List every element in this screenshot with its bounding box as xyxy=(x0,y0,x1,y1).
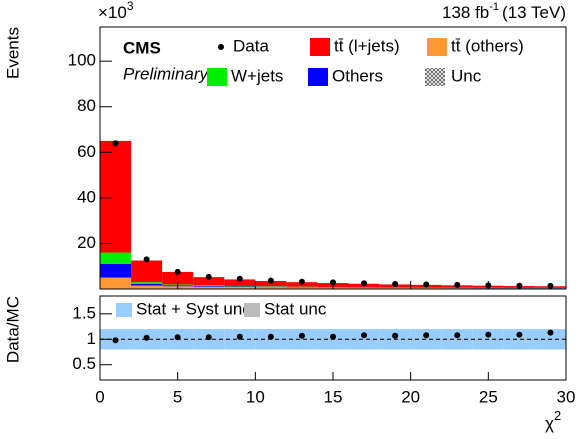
ratio-point xyxy=(454,332,461,339)
legend-swatch xyxy=(207,68,227,86)
legend-label: Others xyxy=(332,66,383,85)
data-point xyxy=(547,282,554,289)
bar-segment xyxy=(131,260,163,283)
bar-segment xyxy=(379,287,411,289)
legend-label: Stat unc xyxy=(264,299,327,318)
bar-segment xyxy=(100,140,132,253)
x-tick-label: 5 xyxy=(173,387,182,406)
bar-segment xyxy=(100,252,132,264)
data-point xyxy=(205,273,212,280)
uncertainty-band xyxy=(410,338,442,340)
x-label: χ2 xyxy=(545,408,561,433)
ratio-point xyxy=(423,332,430,339)
ratio-point xyxy=(361,332,368,339)
y-tick-label: 20 xyxy=(77,233,96,252)
x-tick-label: 30 xyxy=(557,387,576,406)
ratio-y-label: Data/MC xyxy=(3,296,22,363)
legend-label: W+jets xyxy=(231,66,283,85)
legend-swatch xyxy=(427,38,447,56)
x-tick-label: 0 xyxy=(95,387,104,406)
data-point xyxy=(267,277,274,284)
y-tick-label: 1.5 xyxy=(72,303,96,322)
data-point xyxy=(143,256,150,263)
ratio-point xyxy=(298,332,305,339)
y-tick-label: 60 xyxy=(77,142,96,161)
ratio-point xyxy=(236,333,243,340)
ratio-point xyxy=(174,334,181,341)
data-point xyxy=(298,278,305,285)
bar-segment xyxy=(224,286,256,289)
x-tick-label: 25 xyxy=(479,387,498,406)
bar-segment xyxy=(255,281,287,287)
y-multiplier: ×103 xyxy=(98,0,134,22)
legend-label: tt̄ (others) xyxy=(451,36,524,55)
data-point xyxy=(454,281,461,288)
legend-swatch xyxy=(244,303,260,317)
bar-segment xyxy=(131,282,163,284)
ratio-point xyxy=(392,332,399,339)
bar-segment xyxy=(131,283,163,286)
bar-segment xyxy=(162,271,194,285)
legend-swatch xyxy=(425,68,445,86)
bar-segment xyxy=(410,287,442,289)
x-tick-label: 10 xyxy=(246,387,265,406)
bar-segment xyxy=(193,286,225,289)
bar-segment xyxy=(131,285,163,289)
y-tick-label: 40 xyxy=(77,187,96,206)
uncertainty-band xyxy=(503,338,535,340)
legend-swatch xyxy=(308,68,328,86)
ratio-point xyxy=(547,329,554,336)
ratio-point xyxy=(330,333,336,340)
ratio-point xyxy=(516,331,523,338)
ratio-point xyxy=(143,334,150,341)
legend-label: tt̄ (l+jets) xyxy=(334,36,400,55)
x-tick-label: 20 xyxy=(401,387,420,406)
brand: CMS xyxy=(123,38,161,57)
x-tick-label: 15 xyxy=(324,387,343,406)
data-point xyxy=(392,280,399,287)
y-label: Events xyxy=(3,27,22,79)
data-point xyxy=(174,268,181,275)
data-point xyxy=(423,281,430,288)
data-point xyxy=(516,282,523,289)
bar-segment xyxy=(100,277,132,289)
data-point xyxy=(112,140,119,147)
uncertainty-band xyxy=(348,338,380,340)
bar-segment xyxy=(348,287,380,289)
legend-label: Unc xyxy=(451,66,482,85)
legend-swatch xyxy=(116,303,132,317)
y-tick-label: 100 xyxy=(68,51,96,70)
uncertainty-band xyxy=(286,338,318,340)
y-tick-label: 80 xyxy=(77,96,96,115)
legend-label: Data xyxy=(233,36,269,55)
subtitle: Preliminary xyxy=(123,64,210,83)
ratio-point xyxy=(267,333,274,340)
bar-segment xyxy=(224,279,256,287)
legend-marker xyxy=(218,44,224,50)
data-point xyxy=(361,280,368,287)
bar-segment xyxy=(193,277,225,286)
legend-swatch xyxy=(310,38,330,56)
bar-segment xyxy=(193,285,225,287)
ratio-point xyxy=(112,337,119,344)
ratio-point xyxy=(205,334,212,341)
y-tick-label: 1 xyxy=(87,329,96,348)
bar-segment xyxy=(100,263,132,278)
data-point xyxy=(236,275,243,282)
bar-segment xyxy=(286,287,318,289)
bar-segment xyxy=(255,287,287,289)
lumi: 138 fb-1 (13 TeV) xyxy=(442,1,566,23)
legend-label: Stat + Syst unc xyxy=(136,299,251,318)
y-tick-label: 0.5 xyxy=(72,354,96,373)
bar-segment xyxy=(193,286,225,287)
ratio-point xyxy=(485,331,492,338)
